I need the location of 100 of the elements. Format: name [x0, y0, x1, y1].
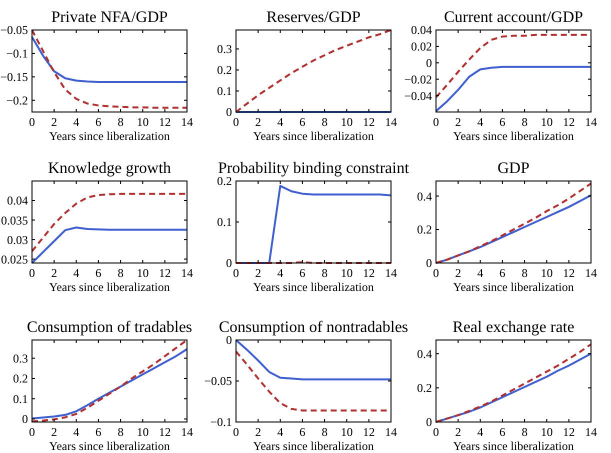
x-tick-label: 6 [299, 425, 306, 439]
x-tick-label: 6 [95, 425, 102, 439]
x-tick-label: 2 [455, 425, 462, 439]
y-tick-label: 0.04 [411, 23, 432, 38]
y-tick-label: 0.3 [13, 351, 28, 366]
x-axis-title: Years since liberalization [453, 439, 574, 453]
x-tick-label: 6 [499, 425, 506, 439]
x-tick-label: 8 [522, 115, 528, 129]
x-tick-label: 2 [51, 115, 58, 129]
x-tick-label: 14 [181, 266, 193, 280]
chart-title: Probability binding constraint [218, 160, 410, 177]
x-tick-label: 2 [455, 115, 462, 129]
x-tick-label: 4 [477, 115, 484, 129]
y-tick-label: 0 [426, 256, 432, 270]
x-tick-label: 10 [136, 266, 149, 280]
y-tick-label: 0 [226, 333, 232, 348]
line-series [235, 29, 392, 113]
x-tick-label: 12 [362, 425, 375, 439]
y-tick-label: −0.1 [6, 46, 28, 61]
x-tick-label: 14 [585, 115, 597, 129]
x-tick-label: 10 [340, 266, 353, 280]
x-tick-label: 14 [385, 425, 397, 439]
x-tick-label: 12 [158, 115, 171, 129]
y-tick-label: 0 [426, 56, 432, 70]
x-tick-label: 8 [322, 425, 328, 439]
x-tick-label: 10 [540, 115, 553, 129]
y-tick-label: 0.03 [7, 232, 28, 247]
x-axis-title: Years since liberalization [253, 439, 374, 453]
x-tick-label: 10 [540, 266, 553, 280]
chart-title: Private NFA/GDP [51, 9, 168, 26]
line-series [31, 192, 188, 252]
x-tick-label: 14 [585, 425, 597, 439]
x-tick-label: 8 [118, 115, 124, 129]
y-tick-label: −0.1 [210, 415, 232, 430]
x-axis-title: Years since liberalization [49, 439, 170, 453]
x-tick-label: 6 [95, 266, 102, 280]
x-tick-label: 8 [118, 266, 124, 280]
y-tick-label: 0.2 [217, 63, 232, 78]
y-tick-label: −0.02 [404, 72, 432, 86]
x-tick-label: 12 [362, 115, 375, 129]
x-tick-label: 4 [277, 425, 284, 439]
y-tick-label: −0.2 [6, 93, 28, 108]
x-tick-label: 8 [522, 425, 528, 439]
line-series [235, 339, 392, 380]
x-tick-label: 2 [455, 266, 462, 280]
y-tick-label: −0.15 [0, 70, 28, 84]
x-tick-label: 6 [499, 115, 506, 129]
x-tick-label: 6 [299, 115, 306, 129]
x-tick-label: 4 [277, 266, 284, 280]
x-axis-title: Years since liberalization [253, 129, 374, 143]
y-tick-label: −0.05 [0, 23, 28, 38]
x-tick-label: 14 [385, 115, 397, 129]
x-tick-label: 4 [73, 115, 80, 129]
x-tick-label: 12 [158, 266, 171, 280]
y-tick-label: 0.02 [411, 40, 432, 54]
x-axis-title: Years since liberalization [453, 280, 574, 294]
chart-title: Real exchange rate [452, 319, 574, 336]
y-tick-label: 0 [426, 415, 432, 430]
y-tick-label: 0.2 [217, 174, 232, 188]
chart-title: Current account/GDP [444, 9, 584, 26]
y-tick-label: 0 [226, 256, 232, 270]
x-tick-label: 14 [181, 115, 193, 129]
line-series [31, 226, 188, 264]
line-series [31, 29, 188, 109]
x-axis-title: Years since liberalization [49, 129, 170, 143]
x-tick-label: 2 [51, 425, 58, 439]
y-tick-label: 0.035 [1, 213, 28, 228]
x-tick-label: 8 [118, 425, 124, 439]
x-tick-label: 12 [362, 266, 375, 280]
y-tick-label: 0.1 [217, 84, 232, 98]
x-axis-title: Years since liberalization [49, 280, 170, 294]
line-series [31, 36, 188, 84]
x-tick-label: 14 [385, 266, 397, 280]
x-axis-title: Years since liberalization [253, 280, 374, 294]
x-tick-label: 12 [158, 425, 171, 439]
x-tick-label: 2 [255, 115, 262, 129]
x-tick-label: 4 [73, 266, 80, 280]
x-tick-label: 6 [499, 266, 506, 280]
x-tick-label: 4 [73, 425, 80, 439]
line-series [435, 66, 592, 112]
y-tick-label: −0.05 [204, 374, 232, 388]
y-tick-label: 0 [22, 412, 28, 426]
y-tick-label: 0.1 [13, 392, 28, 406]
x-tick-label: 4 [277, 115, 284, 129]
x-tick-label: 12 [562, 115, 575, 129]
x-tick-label: 2 [51, 266, 58, 280]
x-tick-label: 12 [562, 266, 575, 280]
x-tick-label: 8 [522, 266, 528, 280]
x-tick-label: 14 [181, 425, 193, 439]
chart-title: GDP [497, 160, 530, 177]
y-tick-label: 0.4 [417, 346, 432, 361]
x-tick-label: 12 [562, 425, 575, 439]
chart-title: Reserves/GDP [266, 9, 361, 26]
y-tick-label: 0.4 [417, 189, 432, 204]
y-tick-label: 0.3 [217, 42, 232, 56]
x-tick-label: 2 [255, 425, 262, 439]
x-tick-label: 2 [255, 266, 262, 280]
x-tick-label: 4 [477, 266, 484, 280]
x-tick-label: 6 [299, 266, 306, 280]
x-tick-label: 10 [540, 425, 553, 439]
